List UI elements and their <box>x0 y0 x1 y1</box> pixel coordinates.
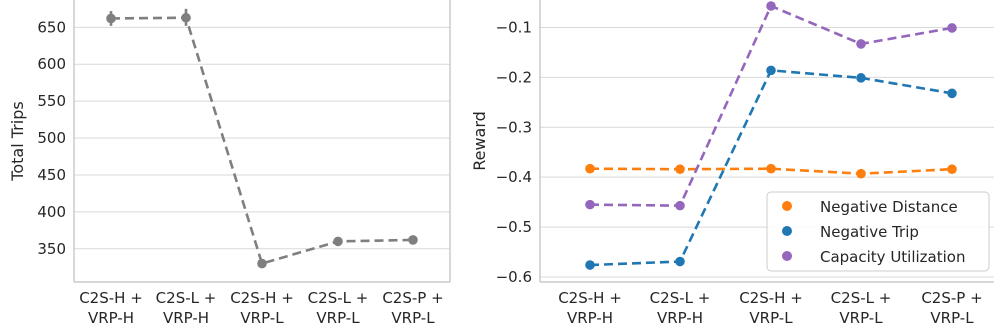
y-tick-label: 450 <box>37 166 66 184</box>
x-tick-label: VRP-L <box>240 309 284 327</box>
y-tick-label: 500 <box>37 129 66 147</box>
data-point <box>856 168 866 179</box>
series-line <box>589 4 953 207</box>
legend-marker <box>782 201 792 211</box>
x-tick-label: VRP-H <box>657 309 703 327</box>
x-tick-label: VRP-L <box>316 309 360 327</box>
data-point <box>585 260 595 270</box>
x-tick-label: C2S-P + <box>921 289 982 307</box>
data-point <box>766 65 776 76</box>
data-point <box>675 200 685 211</box>
x-tick-label: C2S-L + <box>156 289 217 307</box>
data-point <box>585 163 595 174</box>
data-point <box>181 12 191 23</box>
data-point <box>408 235 418 245</box>
x-tick-label: VRP-L <box>749 309 793 327</box>
y-tick-label: −0.6 <box>496 268 532 286</box>
data-point <box>766 1 776 11</box>
x-tick-label: C2S-H + <box>230 289 294 307</box>
y-tick-label: 550 <box>37 92 66 110</box>
x-tick-label: VRP-H <box>163 309 209 327</box>
y-tick-label: 400 <box>37 203 66 221</box>
y-tick-label: 600 <box>37 55 66 73</box>
data-point <box>947 23 957 33</box>
y-tick-label: −0.3 <box>496 118 532 136</box>
x-tick-label: C2S-L + <box>650 289 711 307</box>
y-tick-label: −0.1 <box>496 18 532 36</box>
x-tick-label: C2S-H + <box>558 289 622 307</box>
data-point <box>257 258 267 269</box>
data-point <box>947 88 957 99</box>
y-axis-label: Total Trips <box>8 101 27 181</box>
y-tick-label: 650 <box>37 18 66 36</box>
data-point <box>675 164 685 174</box>
series-line <box>110 16 414 266</box>
data-point <box>106 13 116 24</box>
x-tick-label: C2S-H + <box>79 289 143 307</box>
x-tick-label: VRP-L <box>930 309 974 327</box>
x-tick-label: C2S-H + <box>739 289 803 307</box>
x-tick-label: C2S-L + <box>831 289 892 307</box>
data-point <box>585 199 595 210</box>
x-tick-label: VRP-L <box>839 309 883 327</box>
legend-box <box>766 191 990 272</box>
y-tick-label: −0.5 <box>496 218 532 236</box>
y-tick-label: −0.4 <box>496 168 532 186</box>
y-tick-label: 350 <box>37 240 66 258</box>
data-point <box>333 236 343 247</box>
x-tick-label: C2S-P + <box>382 289 443 307</box>
data-point <box>675 256 685 267</box>
series-line <box>589 167 953 175</box>
y-tick-label: −0.2 <box>496 68 532 86</box>
x-tick-label: VRP-L <box>391 309 435 327</box>
x-tick-label: VRP-H <box>88 309 134 327</box>
legend-entry: Capacity Utilization <box>820 248 965 266</box>
data-point <box>856 73 866 83</box>
legend-entry: Negative Distance <box>820 198 958 216</box>
x-tick-label: VRP-H <box>567 309 613 327</box>
legend-marker <box>782 251 792 261</box>
y-axis-label: Reward <box>470 111 489 171</box>
x-tick-label: C2S-L + <box>308 289 369 307</box>
data-point <box>947 164 957 174</box>
legend-marker <box>782 226 792 236</box>
legend-entry: Negative Trip <box>820 223 919 241</box>
data-point <box>766 163 776 174</box>
data-point <box>856 39 866 49</box>
